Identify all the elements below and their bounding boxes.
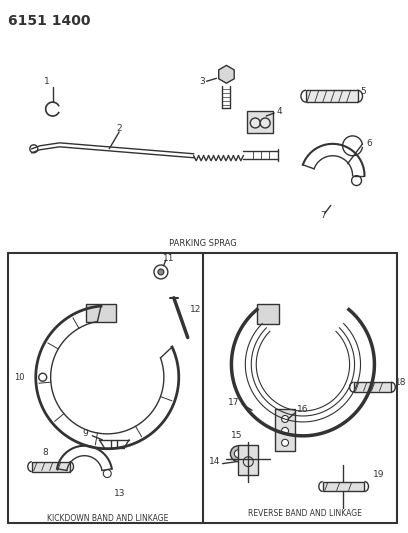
Circle shape [231,446,246,462]
Text: 2: 2 [116,124,122,133]
Bar [86,304,116,322]
Bar [354,382,391,392]
Text: 11: 11 [163,254,174,263]
Bar [323,481,364,491]
Text: 5: 5 [361,87,366,96]
Text: 10: 10 [14,373,25,382]
Text: 15: 15 [231,431,242,440]
Circle shape [282,416,288,423]
Text: 18: 18 [395,378,407,387]
Bar [32,462,69,472]
Bar [306,90,357,102]
Text: 3: 3 [199,77,204,86]
Text: 17: 17 [228,398,240,407]
Text: 4: 4 [276,107,282,116]
Bar [257,304,279,324]
Text: PARKING SPRAG: PARKING SPRAG [169,239,237,248]
Bar [247,111,273,133]
Text: 13: 13 [114,489,126,498]
Text: 14: 14 [209,457,220,466]
Circle shape [250,118,260,128]
Bar [275,409,295,451]
Polygon shape [219,66,234,83]
Text: 6151 1400: 6151 1400 [8,14,91,28]
Text: 12: 12 [190,305,201,314]
Circle shape [234,450,242,458]
Text: REVERSE BAND AND LINKAGE: REVERSE BAND AND LINKAGE [248,509,362,518]
Circle shape [282,427,288,434]
Circle shape [282,439,288,446]
Text: 1: 1 [44,77,49,86]
Text: 7: 7 [320,211,326,220]
Circle shape [260,118,270,128]
Text: KICKDOWN BAND AND LINKAGE: KICKDOWN BAND AND LINKAGE [47,514,168,523]
Bar [238,445,258,474]
Text: 19: 19 [373,470,385,479]
Text: 16: 16 [297,405,308,414]
Text: 9: 9 [82,430,88,438]
Circle shape [158,269,164,275]
Text: 8: 8 [43,448,49,457]
Text: 6: 6 [366,139,372,148]
